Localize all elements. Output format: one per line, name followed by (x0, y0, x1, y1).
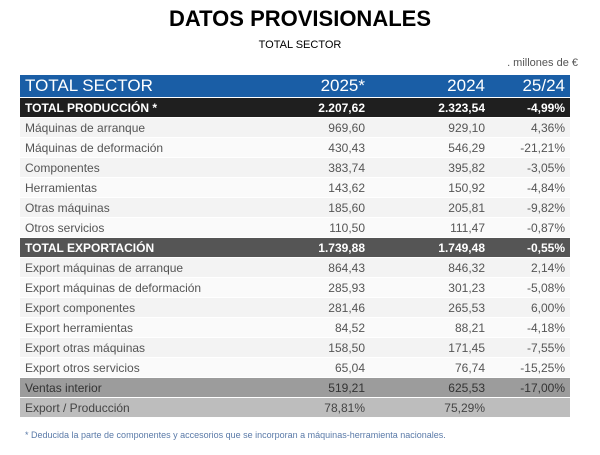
value-2025: 864,43 (328, 260, 365, 275)
value-change: -15,25% (520, 360, 565, 375)
table-body: TOTAL PRODUCCIÓN * 2.207,62 2.323,54 -4,99%… (20, 98, 570, 418)
value-2024: 205,81 (448, 200, 485, 215)
value-change: -4,84% (526, 180, 565, 195)
value-2025: 158,50 (328, 340, 365, 355)
value-2025: 383,74 (328, 160, 365, 175)
value-change: -7,55% (526, 340, 565, 355)
row-label: Máquinas de deformación (25, 140, 164, 155)
row-label: Otras máquinas (25, 200, 110, 215)
value-2024: 2.323,54 (438, 100, 485, 115)
value-2024: 546,29 (448, 140, 485, 155)
value-2024: 76,74 (454, 360, 485, 375)
value-2025: 78,81% (324, 400, 365, 415)
value-2024: 929,10 (448, 120, 485, 135)
table-row: Máquinas de arranque 969,60 929,10 4,36% (20, 118, 570, 138)
row-label: TOTAL EXPORTACIÓN (25, 240, 155, 255)
value-change: -3,05% (526, 160, 565, 175)
table-row: Export componentes 281,46 265,53 6,00% (20, 298, 570, 318)
row-label: Otros servicios (25, 220, 105, 235)
row-label: Export componentes (25, 300, 136, 315)
row-label: Máquinas de arranque (25, 120, 146, 135)
value-change: 2,14% (530, 260, 565, 275)
value-2024: 1.749,48 (438, 240, 485, 255)
value-2025: 285,93 (328, 280, 365, 295)
value-2024: 150,92 (448, 180, 485, 195)
page-subtitle: TOTAL SECTOR (258, 39, 342, 51)
value-change: -4,18% (526, 320, 565, 335)
value-2024: 395,82 (448, 160, 485, 175)
value-2024: 171,45 (448, 340, 485, 355)
value-change: -4,99% (526, 100, 565, 115)
value-2025: 2.207,62 (318, 100, 365, 115)
value-change: -17,00% (520, 380, 565, 395)
value-change: -0,87% (526, 220, 565, 235)
value-2024: 88,21 (454, 320, 485, 335)
table-row: Herramientas 143,62 150,92 -4,84% (20, 178, 570, 198)
row-label: Export máquinas de deformación (25, 280, 202, 295)
table-row: Export máquinas de deformación 285,93 301,… (20, 278, 570, 298)
table-row: Export herramientas 84,52 88,21 -4,18% (20, 318, 570, 338)
table-row: Otros servicios 110,50 111,47 -0,87% (20, 218, 570, 238)
table-row: Otras máquinas 185,60 205,81 -9,82% (20, 198, 570, 218)
value-2024: 846,32 (448, 260, 485, 275)
value-change: -5,08% (526, 280, 565, 295)
footnote: * Deducida la parte de componentes y acc… (25, 430, 446, 440)
table-row: Export otros servicios 65,04 76,74 -15,25% (20, 358, 570, 378)
value-2024: 265,53 (448, 300, 485, 315)
row-label: Componentes (25, 160, 100, 175)
value-2025: 110,50 (329, 220, 365, 235)
page-title: DATOS PROVISIONALES (168, 6, 431, 31)
table-row: Ventas interior 519,21 625,53 -17,00% (20, 378, 570, 398)
table-row: Máquinas de deformación 430,43 546,29 -21,2… (20, 138, 570, 158)
table-header: TOTAL SECTOR 2025* 2024 25/24 (20, 75, 570, 98)
table-row: Componentes 383,74 395,82 -3,05% (20, 158, 570, 178)
header-2025: 2025* (320, 76, 365, 95)
row-label: Export herramientas (25, 320, 134, 335)
value-2025: 281,46 (328, 300, 365, 315)
value-change: 4,36% (530, 120, 565, 135)
value-2025: 969,60 (328, 120, 365, 135)
table-row: TOTAL PRODUCCIÓN * 2.207,62 2.323,54 -4,99% (20, 98, 570, 118)
row-label: Herramientas (25, 180, 98, 195)
row-label: TOTAL PRODUCCIÓN * (25, 100, 158, 115)
value-2025: 185,60 (328, 200, 365, 215)
data-table: TOTAL SECTOR 2025* 2024 25/24 TOTAL PROD… (20, 75, 570, 418)
header-change: 25/24 (522, 76, 565, 95)
row-label: Export otros servicios (25, 360, 140, 375)
value-change: -0,55% (526, 240, 565, 255)
value-2025: 519,21 (328, 380, 365, 395)
value-2025: 430,43 (328, 140, 365, 155)
row-label: Export otras máquinas (25, 340, 146, 355)
header-2024: 2024 (447, 76, 485, 95)
value-2024: 111,47 (450, 220, 485, 235)
value-2025: 1.739,88 (318, 240, 365, 255)
value-2025: 65,04 (334, 360, 365, 375)
value-2025: 143,62 (328, 180, 365, 195)
value-change: -21,21% (520, 140, 565, 155)
value-2024: 301,23 (448, 280, 485, 295)
table-row: TOTAL EXPORTACIÓN 1.739,88 1.749,48 -0,55% (20, 238, 570, 258)
value-2024: 75,29% (444, 400, 485, 415)
row-label: Ventas interior (25, 380, 102, 395)
value-2025: 84,52 (334, 320, 365, 335)
value-2024: 625,53 (448, 380, 485, 395)
value-change: -9,82% (526, 200, 565, 215)
table-row: Export otras máquinas 158,50 171,45 -7,55% (20, 338, 570, 358)
header-sector: TOTAL SECTOR (25, 76, 153, 95)
row-label: Export / Producción (25, 400, 130, 415)
row-label: Export máquinas de arranque (25, 260, 184, 275)
table-row: Export / Producción 78,81% 75,29% (20, 398, 570, 418)
value-change: 6,00% (530, 300, 565, 315)
table-row: Export máquinas de arranque 864,43 846,32 2… (20, 258, 570, 278)
units-label: . millones de € (507, 57, 578, 69)
